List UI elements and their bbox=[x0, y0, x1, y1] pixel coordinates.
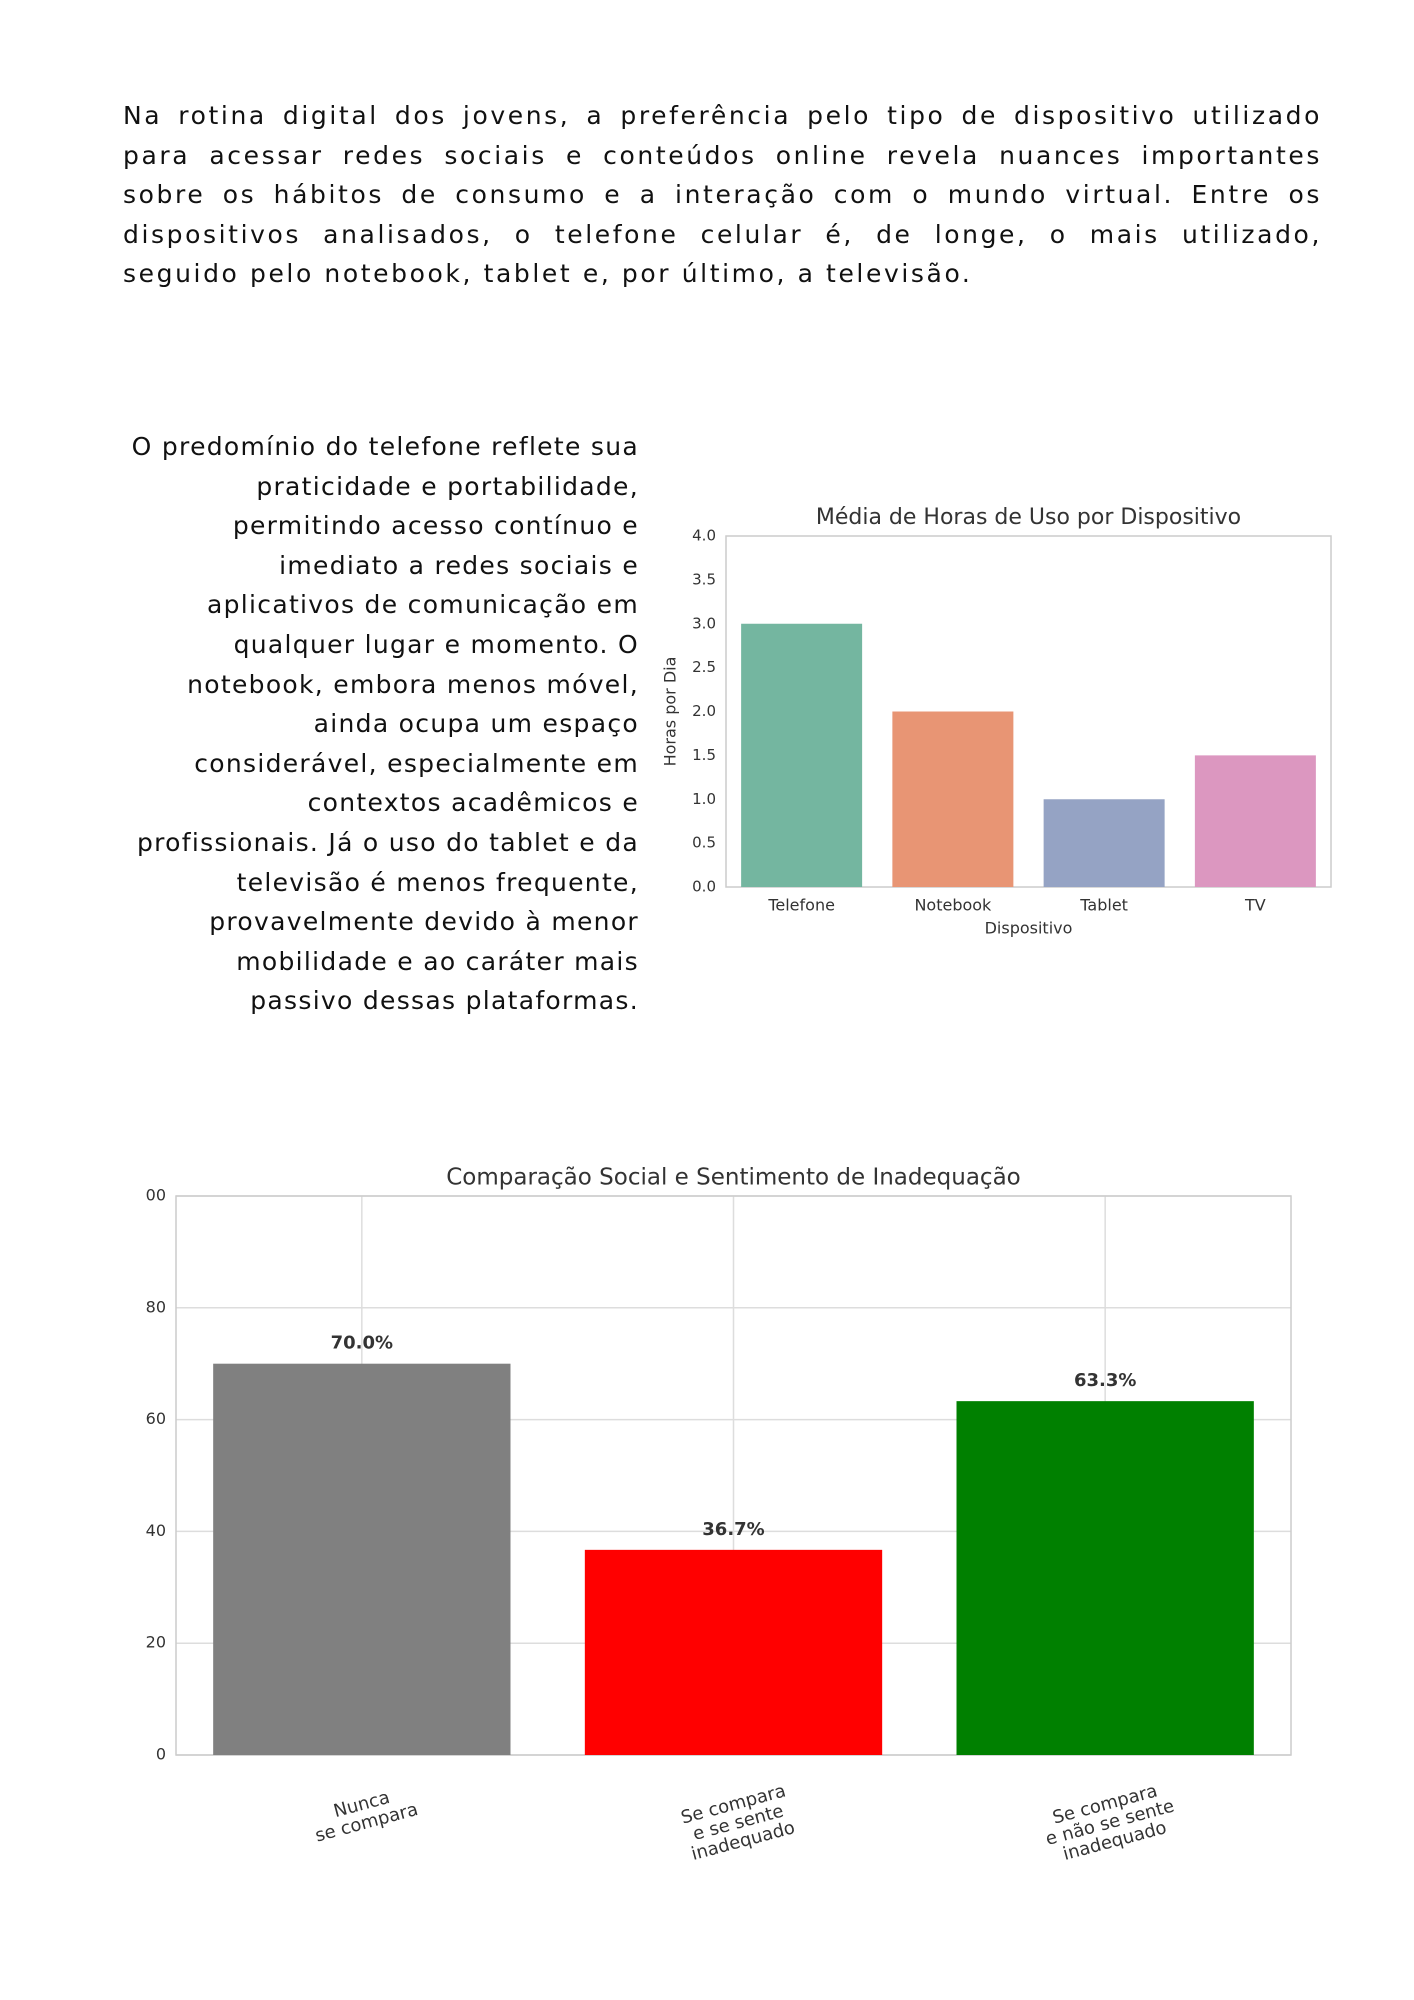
value-label: 63.3% bbox=[1074, 1370, 1136, 1391]
intro-paragraph: Na rotina digital dos jovens, a preferên… bbox=[123, 101, 1322, 288]
bar bbox=[1194, 755, 1316, 887]
y-tick-label: 1.0 bbox=[692, 790, 716, 808]
x-tick-label: Tablet bbox=[1079, 896, 1128, 915]
plot-frame bbox=[725, 535, 1332, 888]
y-axis-label: Horas por Dia bbox=[661, 657, 680, 767]
y-tick-label: 2.0 bbox=[692, 702, 716, 720]
y-label-group: Horas por Dia bbox=[661, 657, 680, 767]
bar bbox=[1043, 799, 1165, 887]
y-tick-label: 80 bbox=[146, 1297, 166, 1316]
x-tick-label: Notebook bbox=[914, 896, 992, 915]
y-tick-label: 20 bbox=[146, 1633, 166, 1652]
chart-title: Comparação Social e Sentimento de Inadeq… bbox=[446, 1165, 1020, 1191]
value-label: 70.0% bbox=[331, 1333, 393, 1354]
y-tick-label: 60 bbox=[146, 1409, 166, 1428]
y-tick-label: 00 bbox=[146, 1186, 166, 1205]
chart-title: Média de Horas de Uso por Dispositivo bbox=[816, 505, 1241, 530]
y-tick-label: 40 bbox=[146, 1521, 166, 1540]
y-tick-label: 3.0 bbox=[692, 614, 716, 632]
x-tick-label: TV bbox=[1244, 896, 1266, 915]
x-tick-group: Se comparae se senteinadequado bbox=[679, 1780, 798, 1865]
value-label: 36.7% bbox=[702, 1519, 764, 1540]
bar bbox=[892, 711, 1014, 887]
x-tick-group: Se comparae não se senteinadequado bbox=[1039, 1777, 1182, 1868]
x-tick-label: Nuncase compara bbox=[308, 1781, 420, 1847]
x-tick-label: Se comparae não se senteinadequado bbox=[1039, 1777, 1182, 1868]
y-tick-label: 1.5 bbox=[692, 746, 716, 764]
y-tick-label: 0.5 bbox=[692, 834, 716, 852]
y-tick-label: 2.5 bbox=[692, 658, 716, 676]
x-tick-label: Se comparae se senteinadequado bbox=[679, 1780, 798, 1865]
x-tick-label: Telefone bbox=[767, 896, 835, 915]
bar bbox=[741, 623, 863, 887]
bar bbox=[584, 1549, 883, 1755]
x-axis-label: Dispositivo bbox=[985, 919, 1073, 938]
y-tick-label: 0.0 bbox=[692, 878, 716, 896]
side-paragraph: O predomínio do telefone reflete sua pra… bbox=[131, 432, 639, 1016]
y-tick-label: 4.0 bbox=[692, 527, 716, 545]
x-tick-group: Nuncase compara bbox=[308, 1781, 420, 1847]
y-tick-label: 0 bbox=[156, 1745, 166, 1764]
bar bbox=[213, 1363, 511, 1755]
y-tick-label: 3.5 bbox=[692, 570, 716, 588]
bar bbox=[956, 1401, 1254, 1755]
